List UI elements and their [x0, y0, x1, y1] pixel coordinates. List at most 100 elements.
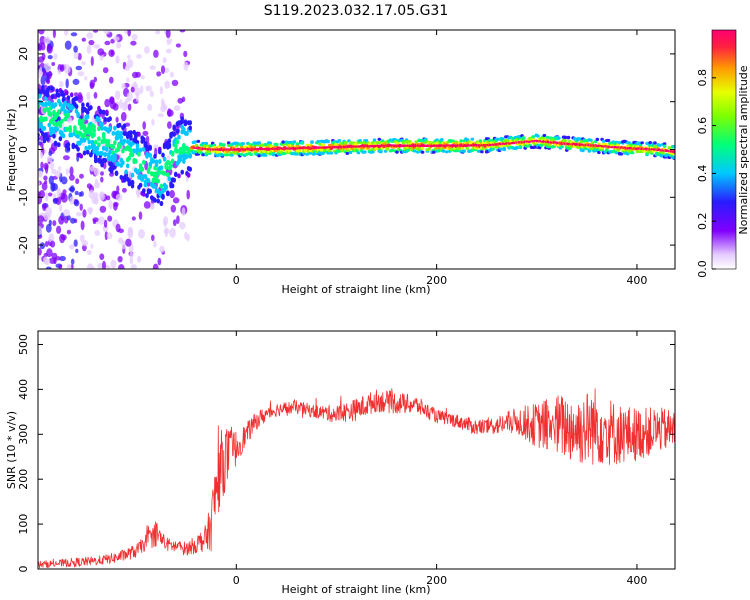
spectrogram-cell	[87, 139, 92, 145]
spectrogram-cell	[84, 76, 88, 81]
spectrogram-cell	[53, 141, 58, 147]
spectrogram-cell	[56, 187, 62, 198]
spectrogram-cell	[45, 206, 53, 217]
snr-xtick-label: 200	[426, 574, 447, 587]
spectrogram-cell	[130, 264, 137, 269]
spectrogram-cell	[45, 78, 51, 85]
spectrogram-cell	[420, 146, 425, 150]
spectrogram-cell	[542, 133, 547, 138]
snr-ytick-label: 300	[17, 424, 30, 445]
spectrogram-cell	[81, 61, 86, 66]
spectrogram-cell	[395, 150, 399, 154]
spectrogram-cell	[113, 202, 118, 211]
spectrogram-cell	[103, 219, 108, 228]
spectrogram-cell	[171, 79, 179, 87]
spectrogram-cell	[116, 185, 120, 193]
spectrogram-cell	[108, 149, 112, 155]
spectrogram-cell	[142, 191, 146, 197]
spectrogram-xtick-label: 400	[626, 274, 647, 287]
spectrogram-cell	[377, 137, 382, 141]
spectrogram-cell	[45, 136, 50, 142]
spectrogram-cell	[38, 30, 45, 35]
spectrogram-cell	[124, 169, 128, 175]
spectrogram-cell	[337, 139, 342, 143]
spectrogram-cell	[79, 173, 84, 179]
spectrogram-cell	[113, 36, 120, 42]
spectrogram-cell	[188, 120, 192, 126]
spectrogram-cell	[72, 78, 80, 85]
spectrogram-cell	[104, 40, 111, 46]
spectrogram-cell	[140, 75, 145, 80]
spectrogram-cell	[616, 143, 620, 147]
spectrogram-cell	[39, 66, 43, 75]
spectrogram-cell	[173, 105, 181, 112]
spectrogram-cell	[182, 127, 186, 132]
spectrogram-cell	[637, 141, 641, 145]
spectrogram-cell	[43, 36, 51, 45]
spectrogram-cell	[38, 225, 43, 236]
spectrogram-cell	[295, 142, 300, 146]
spectrogram-cell	[64, 40, 72, 50]
spectrogram-cell	[65, 126, 69, 132]
spectrogram-cell	[61, 133, 66, 139]
spectrogram-cell	[316, 139, 321, 144]
spectrogram-cell	[260, 143, 265, 147]
spectrogram-cell	[124, 100, 128, 109]
spectrogram-cell	[165, 30, 171, 39]
spectrogram-cell	[440, 138, 444, 142]
spectrogram-panel: 0 200 400 -20 -10 0 10 20 Height of straight li…	[5, 29, 676, 296]
spectrogram-cell	[172, 197, 180, 204]
spectrogram-cell	[646, 150, 651, 154]
spectrogram-cell	[156, 178, 160, 184]
spectrogram-cell	[152, 263, 159, 269]
spectrogram-cell	[416, 150, 420, 154]
spectrogram-cell	[61, 92, 66, 98]
spectrogram-cell	[204, 141, 209, 145]
spectrogram-cell	[89, 165, 96, 172]
spectrogram-cell	[241, 142, 245, 146]
spectrogram-cell	[145, 193, 149, 199]
spectrogram-cell	[66, 95, 71, 101]
spectrogram-cell	[93, 139, 98, 145]
spectrogram-cell	[162, 156, 167, 162]
spectrogram-cell	[115, 55, 120, 64]
spectrogram-cell	[127, 155, 132, 161]
spectrogram-cell	[121, 111, 127, 122]
spectrogram-cell	[46, 248, 53, 258]
spectrogram-cell	[146, 178, 151, 184]
spectrogram-cell	[93, 92, 98, 99]
spectrogram-cell	[100, 122, 104, 127]
spectrogram-cell	[188, 166, 192, 172]
spectrogram-cell	[104, 98, 111, 108]
spectrogram-cell	[77, 71, 85, 77]
spectrogram-cell	[112, 103, 119, 111]
spectrogram-cell	[451, 139, 455, 143]
spectrogram-cell	[625, 152, 630, 156]
spectrogram-cell	[500, 137, 505, 141]
spectrogram-cell	[75, 212, 82, 217]
spectrogram-cell	[88, 189, 95, 199]
spectrogram-cell	[159, 86, 164, 95]
spectrogram-cell	[406, 148, 411, 152]
spectrogram-cell	[159, 165, 164, 171]
spectrogram-cell	[118, 228, 124, 234]
spectrogram-cell	[107, 215, 113, 222]
spectrogram-cell	[356, 151, 361, 155]
spectrogram-cell	[46, 44, 53, 54]
spectrogram-cell	[40, 75, 46, 86]
spectrogram-cell	[157, 113, 164, 118]
spectrogram-cell	[44, 101, 48, 107]
spectrogram-cell	[50, 182, 56, 192]
spectrogram-cell	[193, 140, 197, 144]
spectrogram-cell	[262, 149, 266, 153]
spectrogram-cell	[145, 153, 149, 159]
spectrogram-cell	[176, 215, 180, 225]
spectrogram-cell	[38, 170, 43, 176]
spectrogram-cell	[220, 153, 225, 157]
spectrogram-cell	[162, 57, 167, 64]
spectrogram-cell	[108, 125, 112, 131]
spectrogram-cell	[166, 154, 171, 160]
spectrogram-cell	[77, 118, 82, 124]
spectrogram-cell	[51, 168, 57, 175]
spectrogram-cell	[63, 209, 70, 217]
